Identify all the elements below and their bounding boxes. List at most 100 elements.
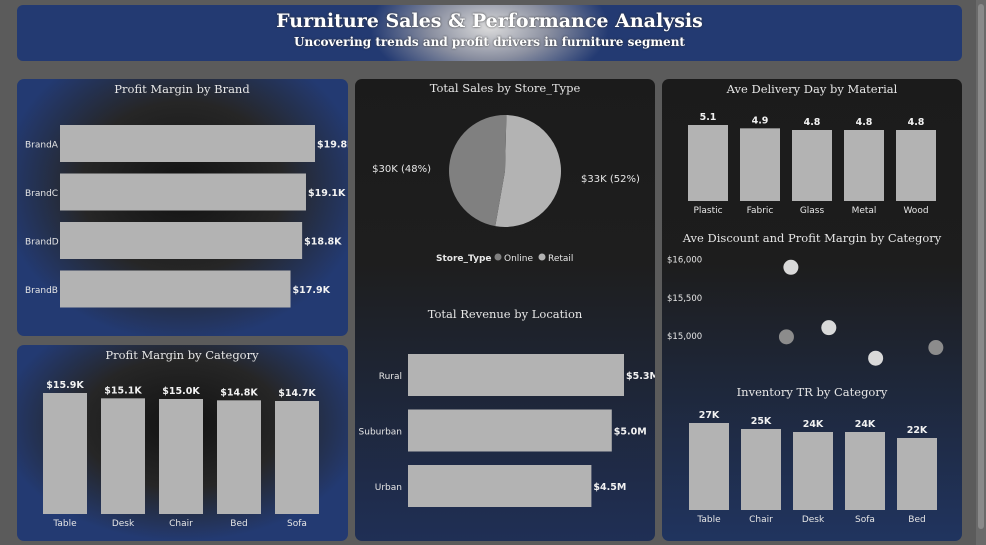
slice-label-online: $30K (48%) — [372, 164, 431, 175]
category-label: Glass — [800, 206, 825, 216]
bar — [60, 270, 291, 308]
category-label: Wood — [903, 206, 928, 216]
chart-title: Inventory TR by Category — [737, 385, 888, 399]
bar — [793, 432, 833, 510]
bar — [217, 400, 261, 514]
data-label: $19.8K — [317, 140, 348, 151]
chart-title: Ave Discount and Profit Margin by Catego… — [682, 231, 942, 245]
legend-title: Store_Type — [436, 254, 492, 264]
scatter-point — [821, 320, 837, 336]
y-tick-label: $16,000 — [667, 256, 702, 266]
scatter-point — [783, 259, 799, 275]
category-label: Bed — [908, 515, 925, 525]
scatter-point — [778, 329, 794, 345]
category-label: Sofa — [855, 515, 875, 525]
category-label: BrandC — [25, 189, 58, 199]
chart-title: Total Revenue by Location — [428, 307, 583, 321]
bar — [792, 130, 832, 201]
scatter-point — [868, 350, 884, 366]
scrollbar-thumb[interactable] — [978, 4, 984, 529]
data-label: $5.3M — [626, 371, 655, 382]
chart-title: Profit Margin by Category — [105, 348, 259, 362]
data-label: $5.0M — [614, 427, 647, 438]
data-label: 4.8 — [804, 117, 821, 128]
bar — [408, 354, 624, 396]
data-label: 22K — [907, 425, 928, 436]
data-label: $15.9K — [46, 380, 84, 391]
bar — [688, 125, 728, 201]
bar — [896, 130, 936, 201]
data-label: $4.5M — [593, 482, 626, 493]
data-label: $17.9K — [293, 285, 331, 296]
data-label: 4.8 — [856, 117, 873, 128]
category-label: Sofa — [287, 519, 307, 529]
category-label: BrandB — [25, 286, 58, 296]
category-label: Table — [696, 515, 721, 525]
bar — [741, 429, 781, 510]
data-label: 24K — [803, 419, 824, 430]
bar — [844, 130, 884, 201]
legend-label-online: Online — [504, 254, 533, 264]
middle-panel: Total Sales by Store_Type $30K (48%) $33K … — [355, 79, 655, 541]
dashboard-subtitle: Uncovering trends and profit drivers in … — [294, 35, 685, 49]
ave-delivery-day-by-material-chart: Ave Delivery Day by Material 5.1 Plastic 4.… — [688, 82, 936, 216]
y-tick-label: $15,000 — [667, 332, 702, 342]
category-label: Table — [52, 519, 77, 529]
data-label: 4.8 — [908, 117, 925, 128]
bar — [408, 465, 592, 507]
legend-marker-online — [494, 253, 502, 261]
dashboard-header: Furniture Sales & Performance Analysis U… — [17, 5, 962, 61]
profit-margin-by-category-chart: Profit Margin by Category $15.9K Table $15.… — [43, 348, 319, 529]
bar — [43, 393, 87, 514]
scatter-point — [928, 340, 944, 356]
data-label: 25K — [751, 416, 772, 427]
data-label: $14.7K — [278, 388, 316, 399]
slice-label-retail: $33K (52%) — [581, 174, 640, 185]
bar — [689, 423, 729, 510]
profit-margin-by-brand-chart: Profit Margin by Brand BrandA $19.8K BrandC… — [25, 82, 348, 308]
category-label: Plastic — [693, 206, 722, 216]
category-label: Desk — [802, 515, 825, 525]
category-label: Chair — [749, 515, 773, 525]
legend-label-retail: Retail — [548, 254, 573, 264]
profit-margin-by-category-panel: Profit Margin by Category $15.9K Table $15.… — [17, 345, 348, 541]
ave-discount-and-profit-margin-chart: Ave Discount and Profit Margin by Catego… — [667, 231, 944, 366]
data-label: 27K — [699, 410, 720, 421]
data-label: 4.9 — [752, 115, 769, 126]
bar — [275, 401, 319, 514]
bar — [408, 409, 612, 452]
bar — [740, 128, 780, 201]
category-label: Fabric — [747, 206, 774, 216]
bar — [897, 438, 937, 510]
bar — [845, 432, 885, 510]
category-label: Bed — [230, 519, 247, 529]
data-label: 5.1 — [700, 112, 717, 123]
category-label: BrandD — [25, 238, 59, 248]
y-tick-label: $15,500 — [667, 294, 702, 304]
bar — [60, 173, 306, 211]
category-label: Rural — [379, 372, 402, 382]
data-label: $15.0K — [162, 386, 200, 397]
page-scrollbar[interactable] — [976, 0, 986, 545]
legend-marker-retail — [538, 253, 546, 261]
inventory-tr-by-category-chart: Inventory TR by Category 27K Table 25K Chair… — [689, 385, 937, 525]
bar — [60, 222, 303, 259]
total-revenue-by-location-chart: Total Revenue by Location Rural $5.3M Subur… — [359, 307, 655, 507]
chart-title: Profit Margin by Brand — [114, 82, 250, 96]
chart-title: Total Sales by Store_Type — [430, 81, 581, 95]
pie-slice-retail — [495, 115, 561, 227]
bar — [60, 125, 315, 162]
data-label: $19.1K — [308, 188, 346, 199]
chart-title: Ave Delivery Day by Material — [726, 82, 898, 96]
category-label: BrandA — [25, 141, 59, 151]
bar — [101, 398, 145, 514]
dashboard-title: Furniture Sales & Performance Analysis — [276, 10, 703, 32]
pie-slice-online — [448, 115, 507, 227]
bar — [159, 399, 203, 514]
category-label: Metal — [852, 206, 877, 216]
category-label: Chair — [169, 519, 193, 529]
category-label: Suburban — [359, 428, 402, 438]
category-label: Desk — [112, 519, 135, 529]
right-panel: Ave Delivery Day by Material 5.1 Plastic 4.… — [662, 79, 962, 541]
data-label: $15.1K — [104, 385, 142, 396]
